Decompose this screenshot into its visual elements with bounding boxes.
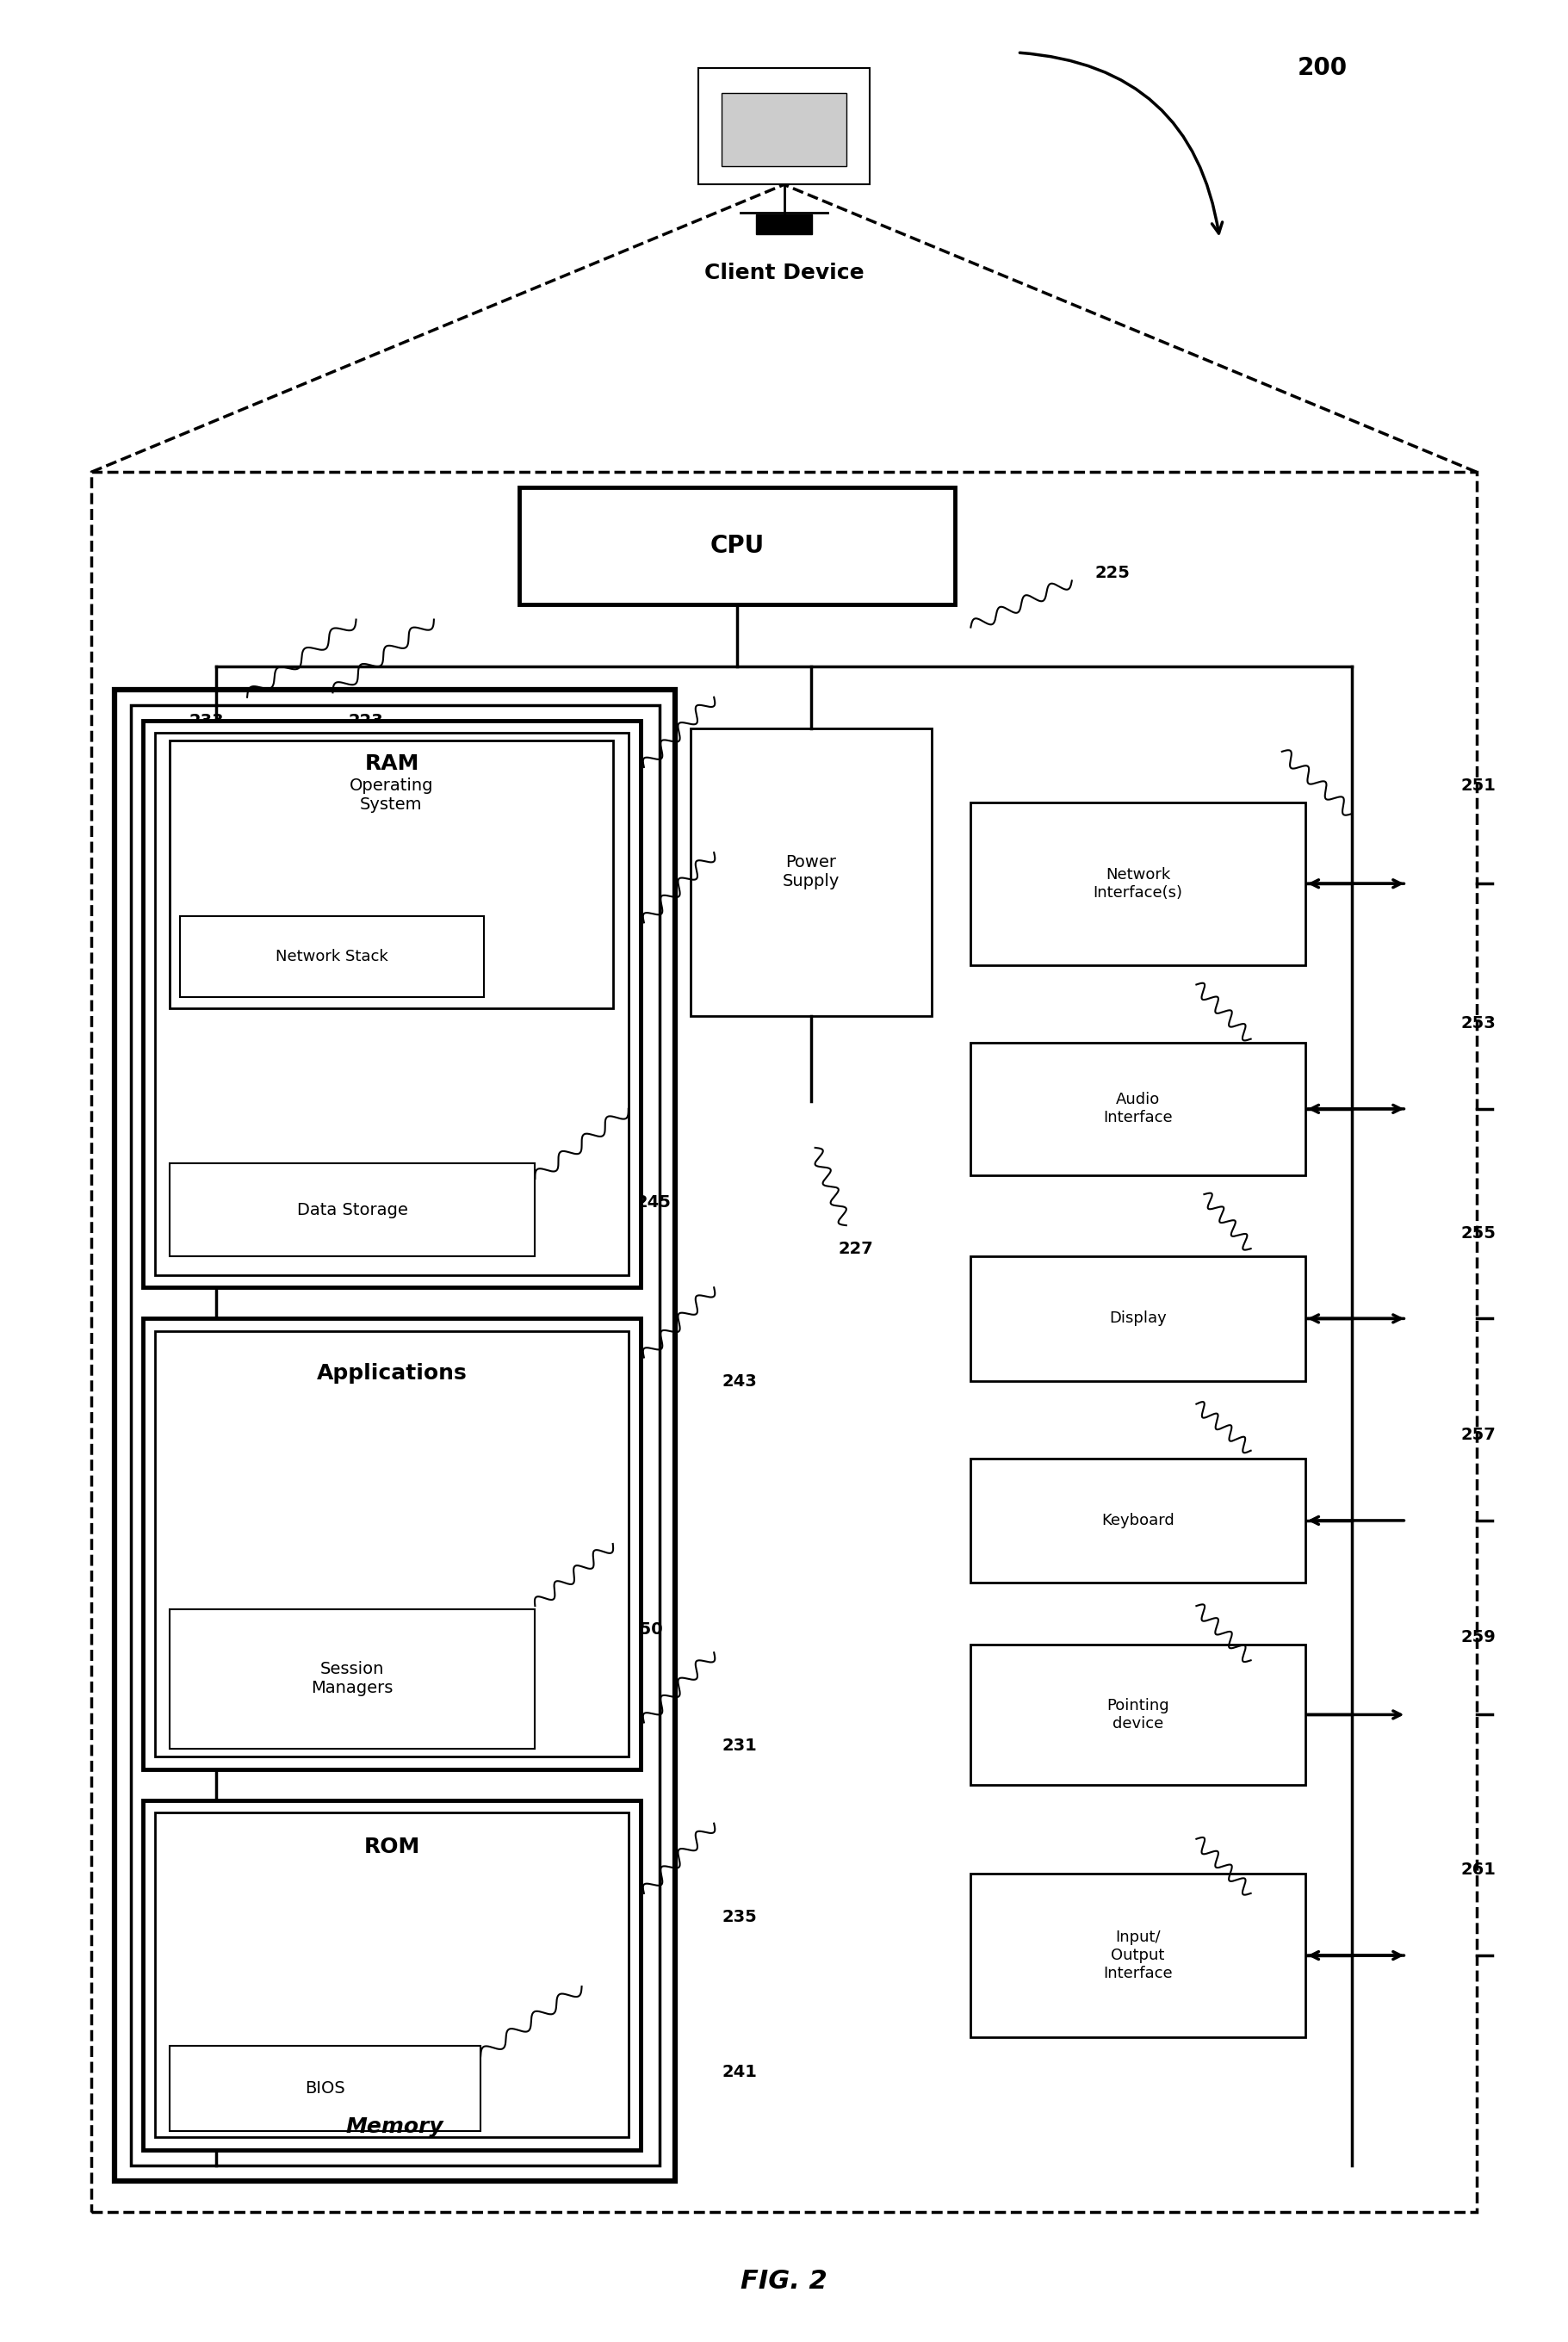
FancyBboxPatch shape	[971, 1255, 1305, 1382]
Text: 253: 253	[1461, 1014, 1496, 1030]
Text: 227: 227	[839, 1241, 873, 1258]
Text: Keyboard: Keyboard	[1101, 1513, 1174, 1529]
Text: 200: 200	[1297, 56, 1347, 80]
Text: 248: 248	[721, 939, 757, 953]
Text: Network Stack: Network Stack	[276, 949, 389, 965]
Text: 241: 241	[721, 2063, 757, 2080]
FancyBboxPatch shape	[143, 1801, 641, 2150]
FancyBboxPatch shape	[169, 1164, 535, 1255]
FancyBboxPatch shape	[971, 1874, 1305, 2038]
Text: 225: 225	[1094, 564, 1131, 581]
Text: Display: Display	[1109, 1312, 1167, 1326]
FancyBboxPatch shape	[721, 94, 847, 166]
Text: Applications: Applications	[317, 1363, 467, 1384]
Text: 243: 243	[721, 1372, 757, 1389]
FancyBboxPatch shape	[971, 1459, 1305, 1583]
Text: FIG. 2: FIG. 2	[740, 2269, 828, 2295]
FancyBboxPatch shape	[155, 733, 629, 1274]
FancyBboxPatch shape	[155, 1813, 629, 2138]
Text: ROM: ROM	[364, 1836, 420, 1857]
FancyBboxPatch shape	[143, 721, 641, 1288]
FancyBboxPatch shape	[971, 1042, 1305, 1176]
Text: 231: 231	[721, 1738, 757, 1754]
Text: Network
Interface(s): Network Interface(s)	[1093, 867, 1182, 899]
FancyBboxPatch shape	[698, 68, 870, 185]
Text: Pointing
device: Pointing device	[1107, 1698, 1170, 1731]
Text: 223: 223	[348, 712, 384, 728]
Text: Session
Managers: Session Managers	[310, 1660, 394, 1696]
FancyBboxPatch shape	[180, 916, 483, 998]
FancyBboxPatch shape	[756, 213, 812, 234]
Text: 257: 257	[1461, 1426, 1496, 1443]
FancyBboxPatch shape	[143, 1319, 641, 1768]
Text: CPU: CPU	[710, 534, 765, 557]
Text: 251: 251	[1461, 778, 1496, 794]
FancyBboxPatch shape	[519, 487, 955, 604]
FancyBboxPatch shape	[169, 1609, 535, 1749]
Text: Memory: Memory	[347, 2115, 444, 2136]
FancyBboxPatch shape	[130, 705, 660, 2164]
FancyBboxPatch shape	[114, 689, 676, 2180]
Text: 259: 259	[1461, 1628, 1496, 1644]
Text: Operating
System: Operating System	[350, 778, 433, 813]
Text: 233: 233	[188, 712, 224, 728]
FancyBboxPatch shape	[971, 801, 1305, 965]
Text: 235: 235	[721, 1909, 757, 1925]
Text: 245: 245	[637, 1194, 671, 1211]
Text: BIOS: BIOS	[304, 2080, 345, 2096]
Text: Client Device: Client Device	[704, 262, 864, 283]
Text: 261: 261	[1461, 1862, 1496, 1878]
Text: 255: 255	[1461, 1225, 1496, 1241]
Text: 250: 250	[629, 1621, 663, 1637]
Text: Audio
Interface: Audio Interface	[1104, 1091, 1173, 1127]
Text: RAM: RAM	[365, 754, 419, 775]
FancyBboxPatch shape	[971, 1644, 1305, 1785]
FancyBboxPatch shape	[690, 728, 931, 1016]
Text: Data Storage: Data Storage	[296, 1201, 408, 1218]
Text: Power
Supply: Power Supply	[782, 855, 840, 890]
FancyBboxPatch shape	[169, 2045, 480, 2131]
Text: Input/
Output
Interface: Input/ Output Interface	[1104, 1930, 1173, 1981]
FancyBboxPatch shape	[155, 1330, 629, 1756]
Text: 242: 242	[721, 782, 757, 799]
FancyBboxPatch shape	[169, 740, 613, 1007]
